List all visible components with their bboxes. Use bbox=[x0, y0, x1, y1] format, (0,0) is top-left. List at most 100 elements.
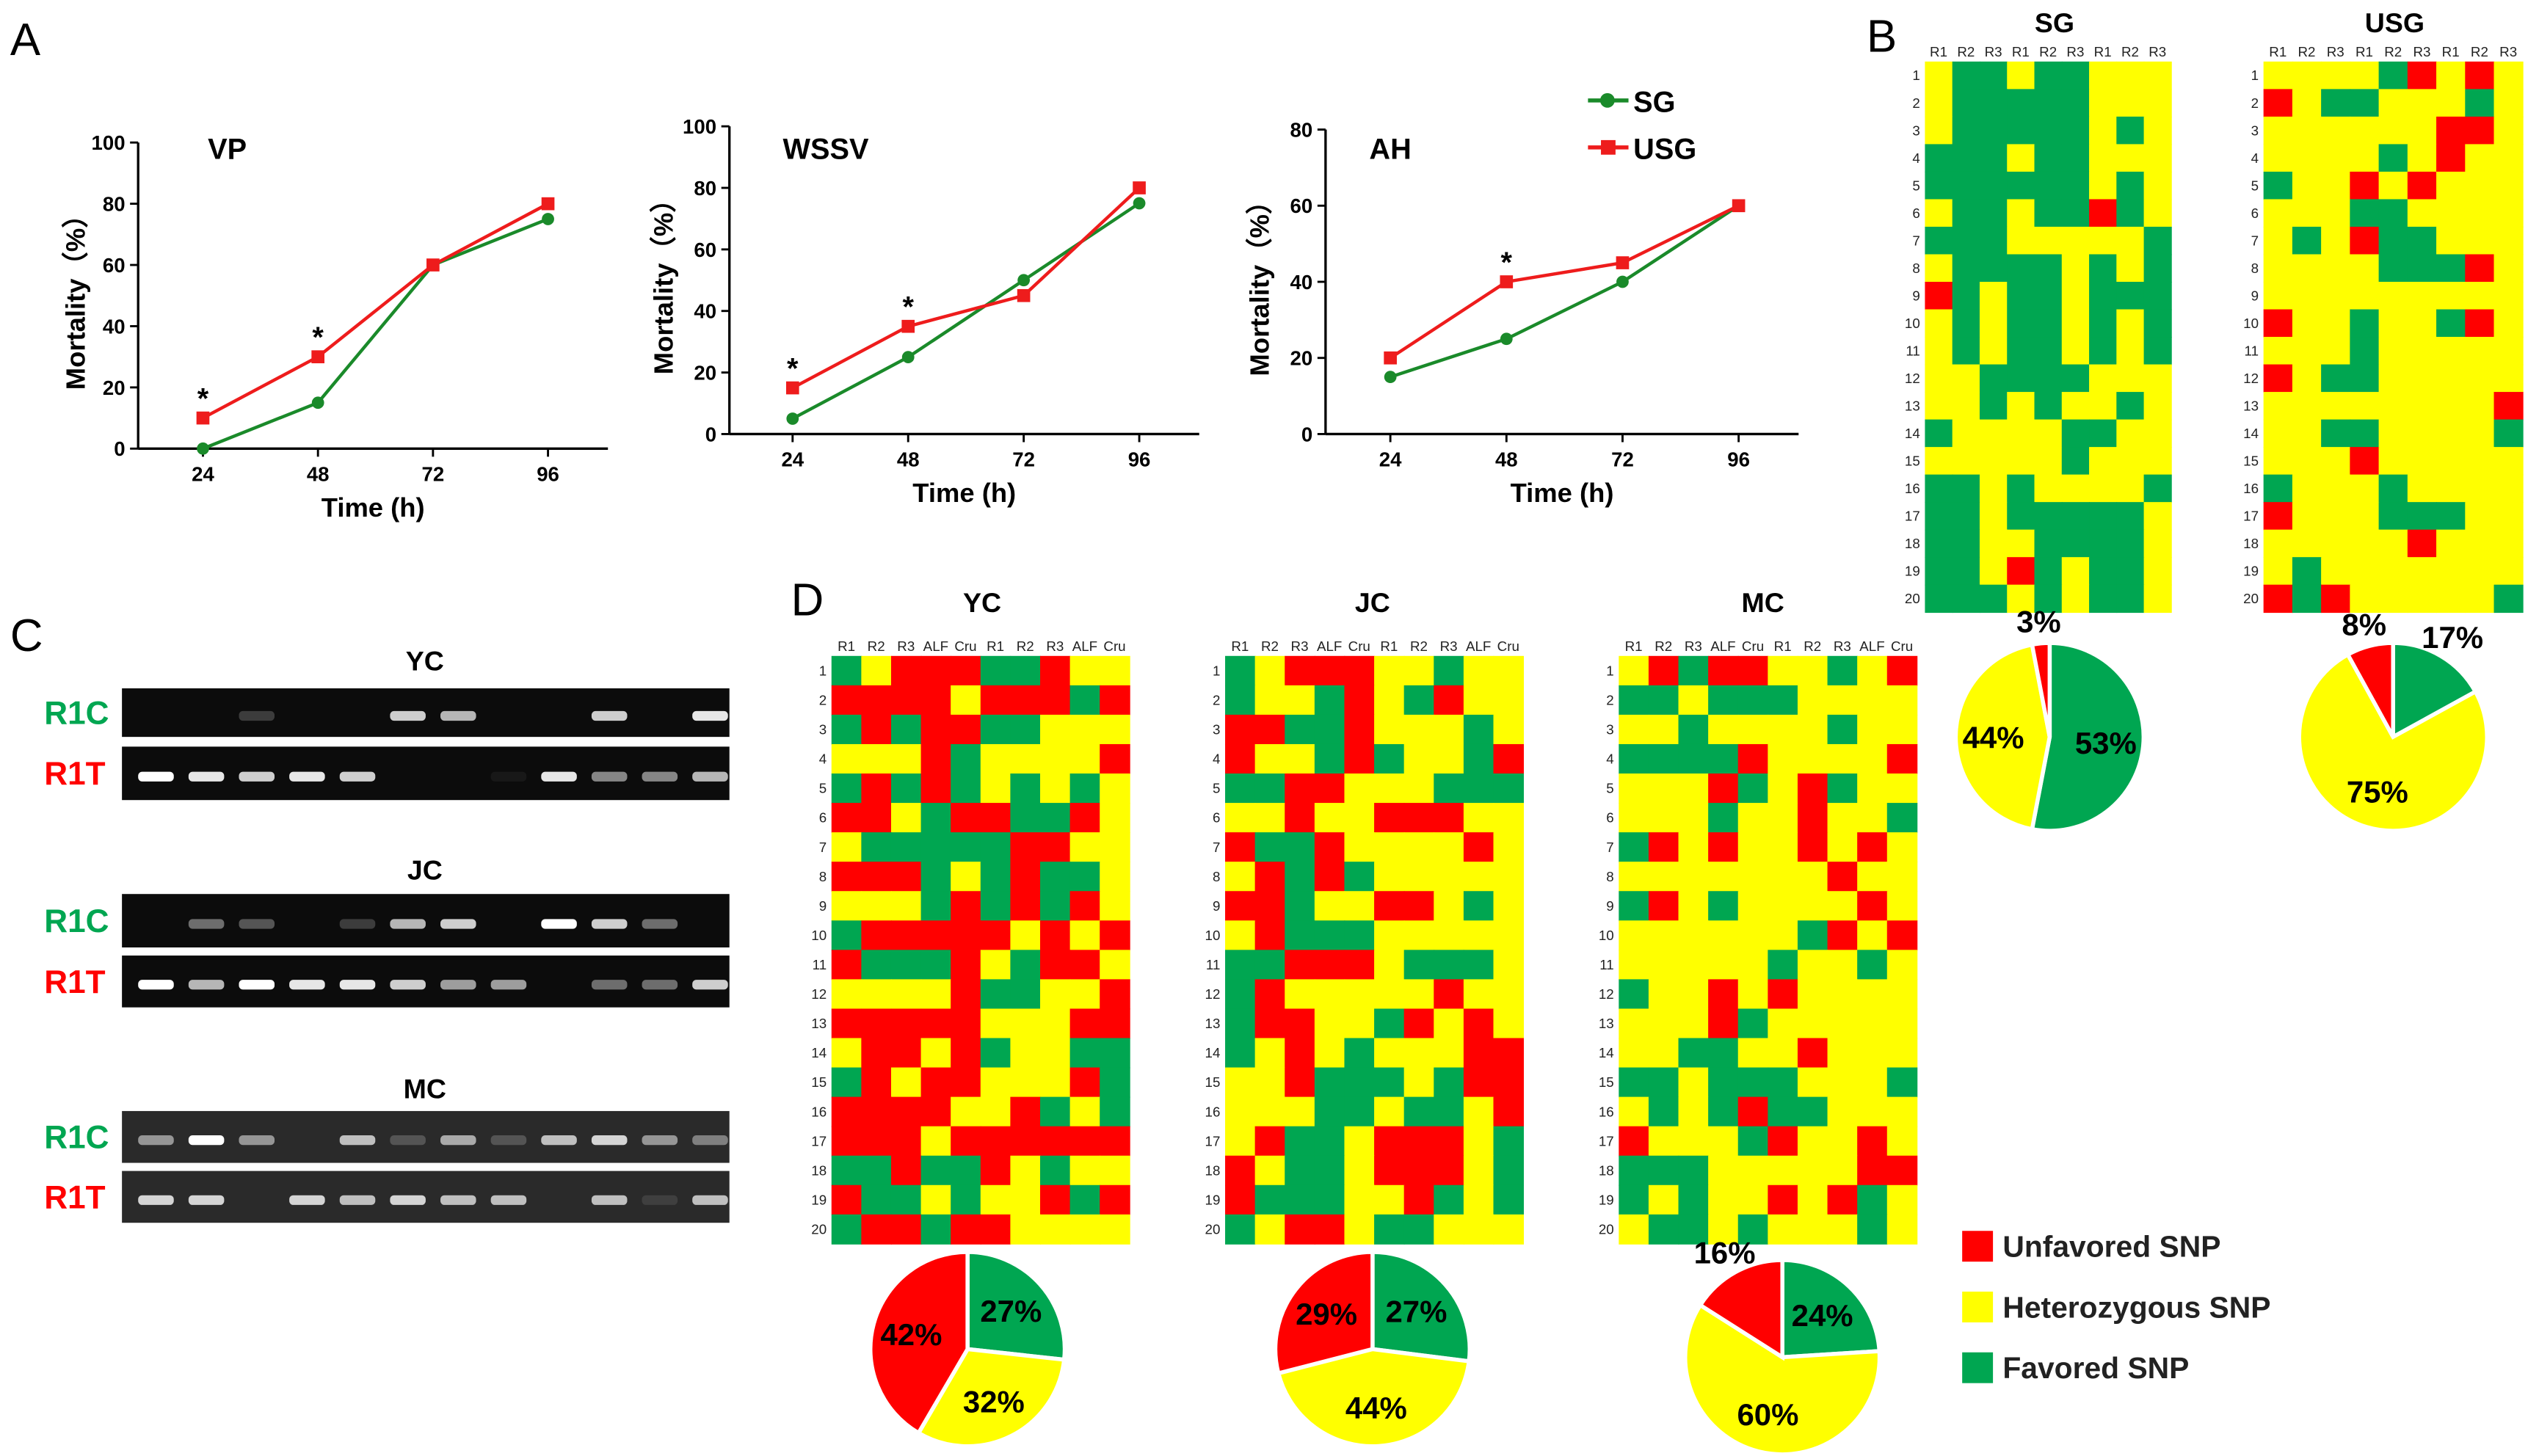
row-label: 12 bbox=[1599, 986, 1614, 1002]
heatmap-title: YC bbox=[963, 587, 1001, 618]
heatmap-cell bbox=[1344, 920, 1375, 951]
heatmap-cell bbox=[920, 862, 952, 892]
data-point-sg bbox=[542, 213, 554, 225]
heatmap-cell bbox=[1952, 282, 1980, 310]
heatmap-cell bbox=[1100, 655, 1130, 686]
x-tick-label: 48 bbox=[897, 448, 920, 471]
heatmap-cell bbox=[2089, 116, 2118, 145]
heatmap-cell bbox=[1100, 920, 1130, 951]
heatmap-cell bbox=[1797, 1214, 1828, 1245]
heatmap-cell bbox=[1069, 1126, 1101, 1157]
heatmap-cell bbox=[2034, 89, 2063, 117]
heatmap-cell bbox=[920, 1008, 952, 1039]
heatmap-cell bbox=[831, 685, 862, 716]
heatmap-cell bbox=[861, 1155, 892, 1186]
heatmap-cell bbox=[1100, 774, 1130, 804]
panel-label-c: C bbox=[10, 611, 43, 661]
pie-slice-unfavored-snp bbox=[868, 1250, 970, 1436]
heatmap-cell bbox=[1708, 1155, 1739, 1186]
heatmap-cell bbox=[2034, 529, 2063, 558]
pie-mc: 24% 60% 16% bbox=[1683, 1236, 1882, 1456]
heatmap-cell bbox=[2143, 474, 2172, 503]
row-label: 4 bbox=[2251, 150, 2259, 166]
row-label: 10 bbox=[2243, 316, 2259, 331]
heatmap-cell bbox=[951, 1155, 981, 1186]
heatmap-cell bbox=[1648, 1008, 1679, 1039]
row-label: 4 bbox=[1606, 751, 1613, 767]
heatmap-cell bbox=[1708, 803, 1739, 834]
column-label: R3 bbox=[2149, 44, 2166, 59]
series-line-usg bbox=[1389, 204, 1740, 360]
pie-label: 16% bbox=[1694, 1236, 1756, 1270]
heatmap-cell bbox=[831, 1214, 862, 1245]
data-point-sg bbox=[1616, 275, 1629, 288]
heatmap-cell bbox=[1708, 655, 1739, 686]
heatmap-cell bbox=[1619, 685, 1649, 716]
heatmap-cell bbox=[1285, 832, 1315, 863]
heatmap-cell bbox=[1100, 1214, 1130, 1245]
heatmap-cell bbox=[1010, 950, 1041, 980]
heatmap-cell bbox=[1314, 862, 1345, 892]
gel-title: YC bbox=[406, 646, 444, 677]
heatmap-cell bbox=[1040, 832, 1071, 863]
heatmap-cell bbox=[2089, 199, 2118, 228]
heatmap-cell bbox=[2007, 89, 2035, 117]
heatmap-cell bbox=[1925, 502, 1953, 531]
heatmap-cell bbox=[2494, 529, 2524, 558]
heatmap-cell bbox=[2407, 392, 2437, 421]
heatmap-cell bbox=[890, 685, 922, 716]
heatmap-cell bbox=[2407, 364, 2437, 393]
row-label: 16 bbox=[1599, 1104, 1614, 1119]
heatmap-cell bbox=[1737, 1126, 1769, 1157]
heatmap-cell bbox=[2061, 226, 2090, 255]
heatmap-cell bbox=[2089, 144, 2118, 172]
heatmap-cell bbox=[2089, 392, 2118, 421]
heatmap-cell bbox=[1040, 1096, 1071, 1127]
heatmap-cell bbox=[2378, 282, 2408, 310]
heatmap-cell bbox=[2465, 337, 2495, 365]
heatmap-cell bbox=[1768, 979, 1798, 1010]
heatmap-cell bbox=[2007, 61, 2035, 90]
heatmap-cell bbox=[1678, 1126, 1710, 1157]
heatmap-cell bbox=[1708, 1214, 1739, 1245]
heatmap-cell bbox=[2143, 116, 2172, 145]
heatmap-cell bbox=[1225, 1184, 1256, 1215]
heatmap-cell bbox=[2465, 584, 2495, 614]
heatmap-cell bbox=[1463, 979, 1494, 1010]
heatmap-cell bbox=[2378, 254, 2408, 283]
heatmap-cell bbox=[1827, 950, 1859, 980]
heatmap-cell bbox=[1857, 950, 1888, 980]
heatmap-cell bbox=[1010, 1155, 1041, 1186]
heatmap-cell bbox=[980, 891, 1011, 922]
heatmap-cell bbox=[1827, 979, 1859, 1010]
legend-label: Heterozygous SNP bbox=[2002, 1290, 2270, 1324]
heatmap-cell bbox=[1374, 1008, 1405, 1039]
data-point-usg bbox=[785, 381, 799, 395]
heatmap-cell bbox=[1886, 1155, 1918, 1186]
column-label: R3 bbox=[2413, 44, 2430, 59]
heatmap-cell bbox=[2378, 364, 2408, 393]
heatmap-cell bbox=[1100, 685, 1130, 716]
heatmap-cell bbox=[1857, 803, 1888, 834]
row-label: 2 bbox=[1912, 95, 1919, 111]
heatmap-cell bbox=[1768, 862, 1798, 892]
heatmap-cell bbox=[1225, 1214, 1256, 1245]
heatmap-cell bbox=[1857, 920, 1888, 951]
heatmap-cell bbox=[1344, 1067, 1375, 1098]
heatmap-cell bbox=[2465, 502, 2495, 531]
heatmap-cell bbox=[1040, 1067, 1071, 1098]
heatmap-cell bbox=[2089, 364, 2118, 393]
heatmap-cell bbox=[1434, 655, 1464, 686]
row-label: 14 bbox=[1599, 1045, 1614, 1060]
row-label: 7 bbox=[1606, 840, 1613, 855]
heatmap-cell bbox=[1708, 774, 1739, 804]
heatmap-cell bbox=[2263, 529, 2293, 558]
y-tick-label: 40 bbox=[694, 300, 716, 323]
row-label: 15 bbox=[811, 1074, 827, 1090]
heatmap-cell bbox=[951, 743, 981, 774]
heatmap-cell bbox=[2436, 116, 2466, 145]
row-label: 3 bbox=[819, 722, 827, 738]
heatmap-cell bbox=[861, 950, 892, 980]
heatmap-cell bbox=[2116, 116, 2145, 145]
